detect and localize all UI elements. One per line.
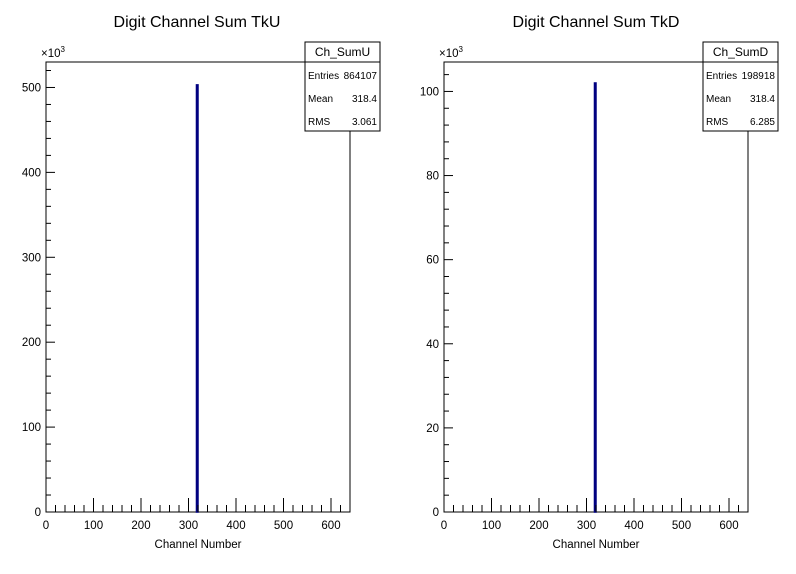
stats-row-label: RMS bbox=[308, 117, 331, 128]
y-tick-label: 300 bbox=[22, 252, 41, 264]
y-tick-label: 60 bbox=[426, 255, 439, 267]
x-tick-label: 0 bbox=[43, 520, 49, 532]
x-tick-label: 400 bbox=[624, 520, 643, 532]
stats-row-value: 6.285 bbox=[750, 117, 775, 128]
x-tick-label: 600 bbox=[321, 520, 340, 532]
x-tick-label: 100 bbox=[84, 520, 103, 532]
x-tick-label: 300 bbox=[577, 520, 596, 532]
y-tick-label: 400 bbox=[22, 167, 41, 179]
y-tick-label: 0 bbox=[35, 507, 41, 519]
y-tick-label: 80 bbox=[426, 171, 439, 183]
chart-title: Digit Channel Sum TkD bbox=[513, 14, 680, 31]
stats-box: Ch_SumU Entries 864107 Mean 318.4 RMS 3.061 bbox=[304, 41, 381, 132]
x-tick-label: 300 bbox=[179, 520, 198, 532]
x-axis-label: Channel Number bbox=[155, 539, 242, 551]
y-tick-label: 500 bbox=[22, 82, 41, 94]
x-tick-label: 0 bbox=[441, 520, 447, 532]
x-tick-label: 400 bbox=[226, 520, 245, 532]
histogram-panel-1: Digit Channel Sum TkU 0 100 200 300 400 500 600… bbox=[22, 14, 381, 551]
stats-box-frame bbox=[304, 41, 381, 132]
stats-row-label: Entries bbox=[308, 71, 339, 82]
stats-box-frame bbox=[702, 41, 779, 132]
stats-row-value: 3.061 bbox=[352, 117, 377, 128]
axis-multiplier-exponent: 3 bbox=[459, 45, 464, 54]
y-tick-label: 40 bbox=[426, 339, 439, 351]
axis-multiplier-base: ×10 bbox=[41, 48, 61, 60]
y-tick-label: 200 bbox=[22, 337, 41, 349]
stats-row-label: Entries bbox=[706, 71, 737, 82]
y-tick-label: 0 bbox=[433, 507, 439, 519]
stats-row-label: Mean bbox=[308, 94, 333, 105]
stats-row-value: 318.4 bbox=[352, 94, 377, 105]
stats-row-value: 318.4 bbox=[750, 94, 775, 105]
stats-box-name: Ch_SumD bbox=[713, 45, 769, 59]
x-axis-label: Channel Number bbox=[553, 539, 640, 551]
x-tick-label: 500 bbox=[672, 520, 691, 532]
x-tick-label: 200 bbox=[529, 520, 548, 532]
x-tick-label: 100 bbox=[482, 520, 501, 532]
stats-row-label: Mean bbox=[706, 94, 731, 105]
stats-row-value: 198918 bbox=[742, 71, 776, 82]
stats-box: Ch_SumD Entries 198918 Mean 318.4 RMS 6.285 bbox=[702, 41, 779, 132]
axis-multiplier-base: ×10 bbox=[439, 48, 459, 60]
histogram-bar bbox=[195, 84, 199, 513]
stats-box-name: Ch_SumU bbox=[315, 45, 370, 59]
y-tick-label: 100 bbox=[22, 422, 41, 434]
axis-multiplier: ×103 bbox=[439, 45, 464, 60]
x-tick-label: 500 bbox=[274, 520, 293, 532]
x-tick-label: 600 bbox=[719, 520, 738, 532]
stats-row-value: 864107 bbox=[344, 71, 378, 82]
x-tick-label: 200 bbox=[131, 520, 150, 532]
stats-row-label: RMS bbox=[706, 117, 729, 128]
y-tick-label: 20 bbox=[426, 423, 439, 435]
chart-title: Digit Channel Sum TkU bbox=[114, 14, 281, 31]
y-tick-label: 100 bbox=[420, 86, 439, 98]
axis-multiplier: ×103 bbox=[41, 45, 66, 60]
axis-multiplier-exponent: 3 bbox=[61, 45, 66, 54]
histogram-bar bbox=[593, 82, 597, 513]
